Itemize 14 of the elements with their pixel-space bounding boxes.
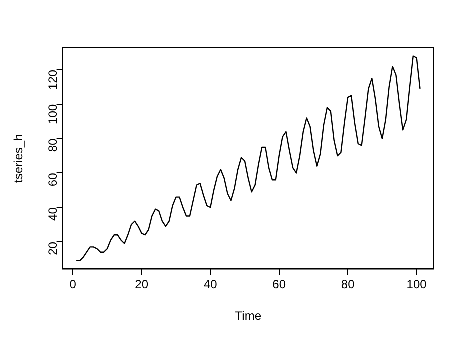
y-tick-label: 80: [46, 138, 60, 152]
y-tick-label: 120: [46, 70, 60, 90]
x-axis-title: Time: [235, 309, 262, 324]
y-axis-title: tseries_h: [12, 134, 26, 183]
x-tick-label: 40: [204, 278, 218, 292]
x-tick-label: 20: [135, 278, 149, 292]
y-tick-label: 20: [46, 242, 60, 256]
y-tick-label: 60: [46, 172, 60, 187]
x-tick-label: 80: [341, 278, 356, 292]
x-tick-label: 0: [70, 278, 77, 292]
x-tick-label: 100: [406, 278, 428, 292]
y-tick-label: 100: [46, 104, 60, 124]
x-tick-label: 60: [272, 278, 286, 292]
y-tick-label: 40: [46, 207, 60, 221]
